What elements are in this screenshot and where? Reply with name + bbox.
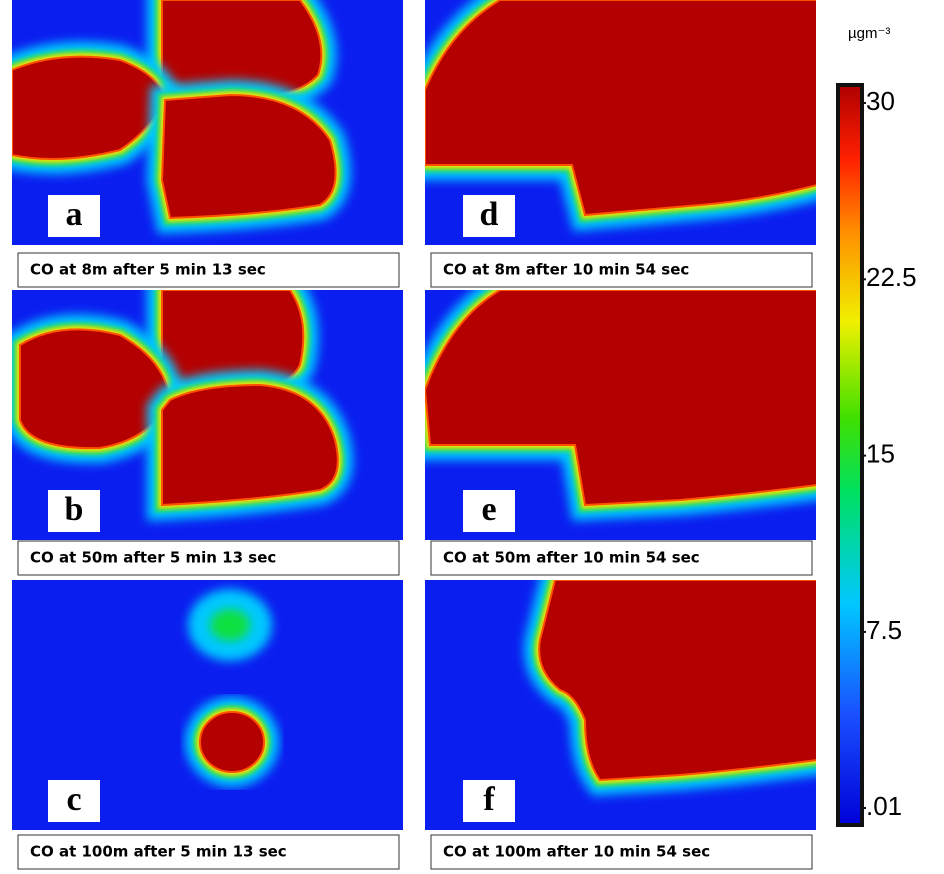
panel-caption: CO at 100m after 10 min 54 sec bbox=[443, 843, 710, 861]
panel-caption: CO at 8m after 5 min 13 sec bbox=[30, 261, 266, 279]
letter-box bbox=[463, 780, 515, 822]
panel-caption: CO at 50m after 5 min 13 sec bbox=[30, 549, 276, 567]
letter-box bbox=[48, 195, 100, 237]
plume bbox=[161, 383, 339, 507]
panel-letter: a bbox=[66, 196, 83, 233]
plume bbox=[160, 93, 337, 220]
letter-box bbox=[48, 780, 100, 822]
panel-caption: CO at 100m after 5 min 13 sec bbox=[30, 843, 287, 861]
panel bbox=[425, 580, 816, 830]
panel-caption: CO at 50m after 10 min 54 sec bbox=[443, 549, 700, 567]
plume bbox=[425, 290, 816, 507]
colorbar-tick-label: 30 bbox=[866, 86, 895, 116]
plume bbox=[425, 0, 816, 217]
plume bbox=[161, 290, 305, 386]
colorbar-tick-label: 22.5 bbox=[866, 262, 917, 292]
caption-box bbox=[430, 834, 813, 870]
caption-box bbox=[17, 540, 400, 576]
plume bbox=[198, 711, 266, 773]
letter-box bbox=[463, 195, 515, 237]
colorbar-tick-label: 15 bbox=[866, 438, 895, 468]
panel-letter: b bbox=[65, 491, 84, 528]
panel-letter: e bbox=[481, 491, 496, 528]
panel-caption: CO at 8m after 10 min 54 sec bbox=[443, 261, 689, 279]
panel-letter: c bbox=[66, 781, 81, 818]
caption-box bbox=[430, 540, 813, 576]
panel bbox=[12, 290, 403, 540]
caption-box bbox=[17, 834, 400, 870]
panel bbox=[12, 0, 403, 245]
colorbar-tick-label: .01 bbox=[866, 791, 902, 821]
panel bbox=[425, 0, 816, 245]
panel-letter: d bbox=[480, 196, 499, 233]
panel-letter: f bbox=[483, 781, 495, 818]
panel bbox=[425, 290, 816, 540]
letter-box bbox=[48, 490, 100, 532]
caption-box bbox=[17, 252, 400, 288]
plume-core bbox=[210, 609, 250, 641]
colorbar bbox=[836, 83, 864, 827]
plume bbox=[538, 580, 816, 782]
colorbar-unit: µgm⁻³ bbox=[848, 25, 890, 42]
letter-box bbox=[463, 490, 515, 532]
caption-box bbox=[430, 252, 813, 288]
colorbar-tick-label: 7.5 bbox=[866, 615, 902, 645]
